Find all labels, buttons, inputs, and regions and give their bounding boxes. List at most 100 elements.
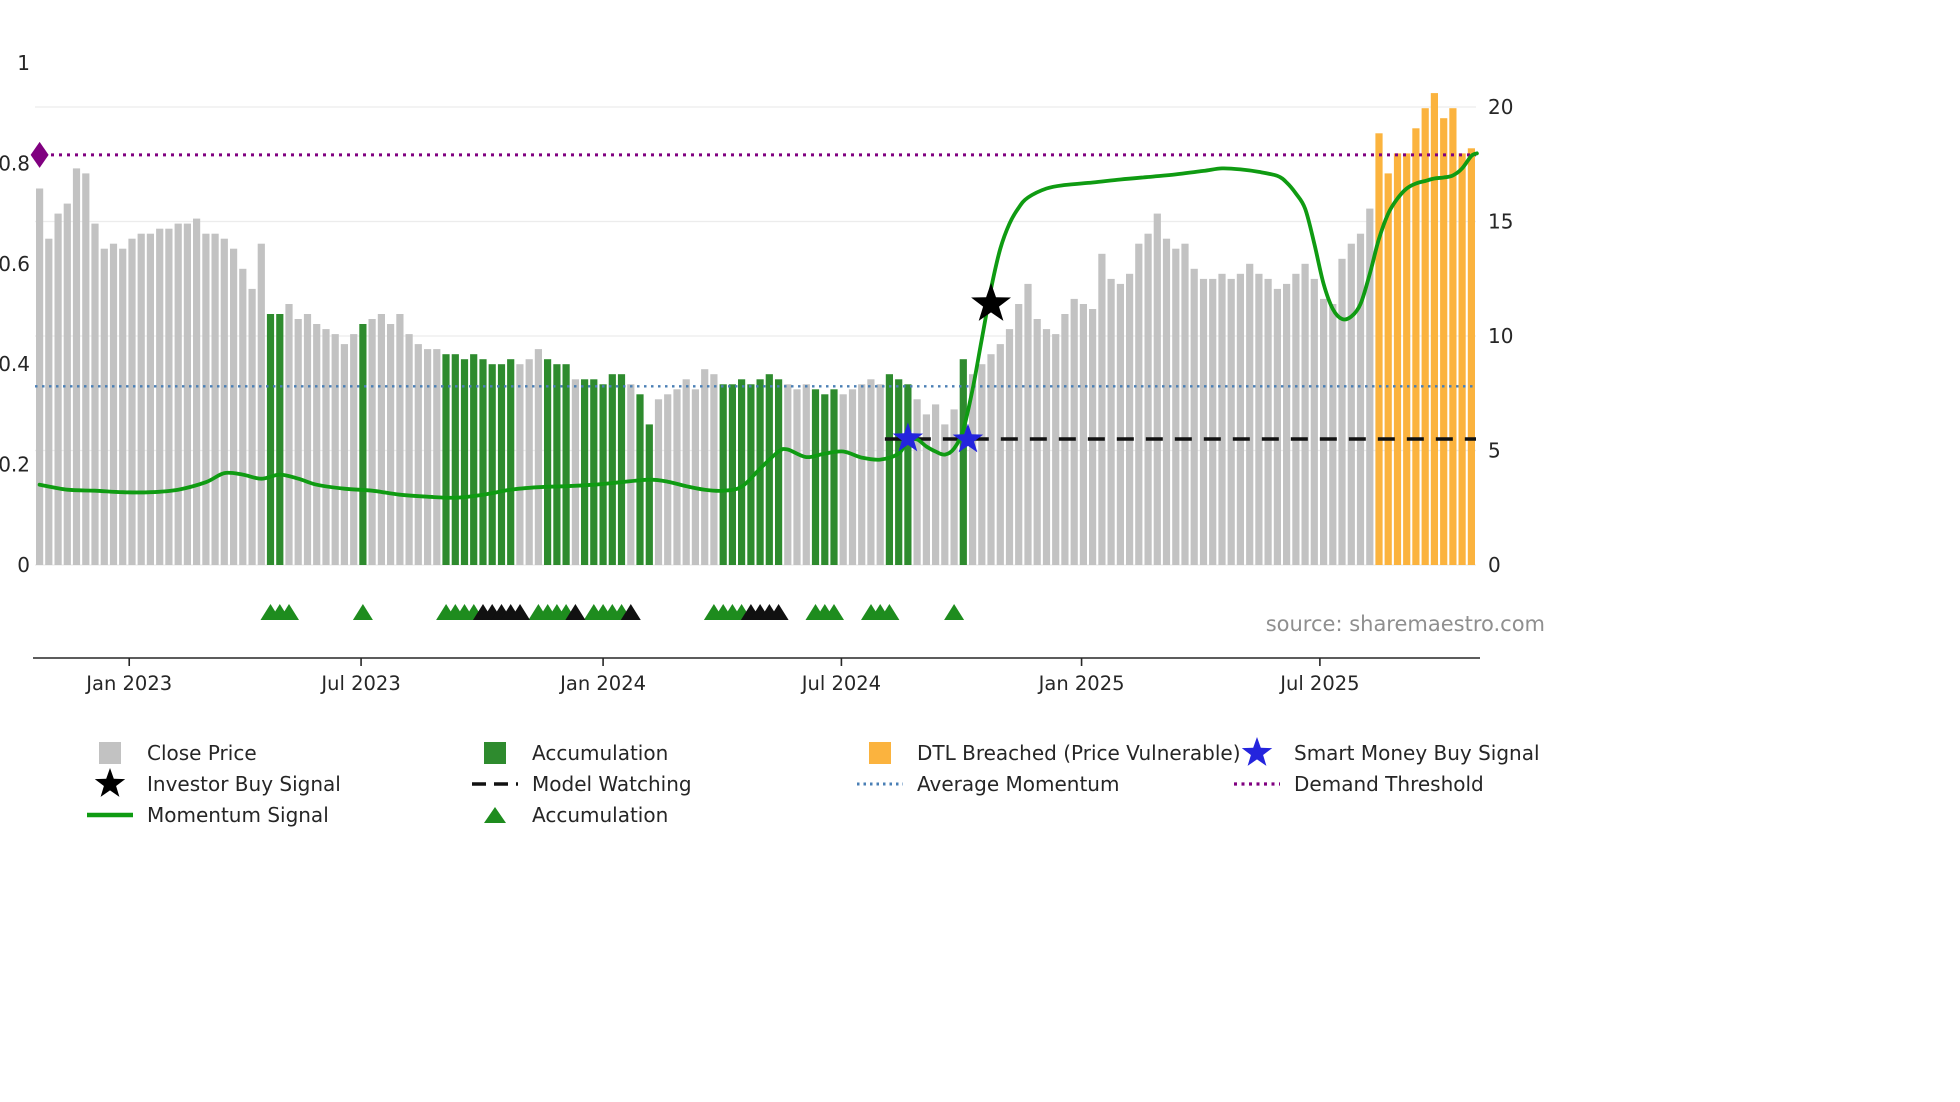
close-price-bar: [257, 243, 265, 565]
close-price-bar: [82, 173, 90, 565]
left-axis-tick-label: 0.4: [0, 352, 30, 376]
accumulation-bar: [756, 379, 764, 565]
accumulation-bar: [497, 364, 506, 565]
close-price-bar: [331, 334, 339, 565]
close-price-bar: [63, 203, 71, 565]
close-price-bar: [1320, 298, 1328, 565]
left-axis-tick-label: 0.8: [0, 151, 30, 175]
close-price-bar: [1135, 243, 1143, 565]
close-price-bar: [350, 334, 358, 565]
blue-star-icon: [1241, 736, 1273, 766]
accumulation-triangle-green-icon: [879, 604, 900, 620]
accumulation-bar: [479, 359, 487, 565]
close-price-bar: [1347, 243, 1355, 565]
close-price-bar: [1181, 243, 1189, 565]
legend-item-dtl-breached: DTL Breached (Price Vulnerable): [855, 741, 1241, 765]
accumulation-bar: [544, 359, 552, 565]
close-price-bar: [174, 223, 182, 565]
accumulation-triangle-green-icon: [352, 604, 373, 620]
legend-label-model-watching: Model Watching: [532, 771, 692, 796]
close-price-bar: [1218, 273, 1226, 565]
accumulation-bar: [276, 314, 284, 565]
close-price-bar: [340, 344, 348, 565]
close-price-bar: [1255, 273, 1263, 565]
dtl-breached-bar: [1393, 153, 1402, 565]
legend-label-accumulation-marker: Accumulation: [532, 802, 669, 827]
left-axis-tick-label: 1: [17, 51, 30, 75]
dtl-breached-bar: [1467, 148, 1475, 566]
close-price-bar: [165, 228, 173, 565]
legend-item-model-watching: Model Watching: [470, 772, 855, 796]
accumulation-bar: [904, 384, 912, 565]
close-price-bar: [377, 314, 385, 565]
accumulation-bar: [830, 389, 838, 565]
close-price-bar: [424, 349, 432, 565]
close-price-bar: [1273, 288, 1281, 565]
accumulation-triangle-black-icon: [565, 604, 586, 620]
dtl-breached-bar: [1412, 128, 1420, 566]
close-price-bar: [1292, 273, 1300, 565]
source-credit: source: sharemaestro.com: [1265, 612, 1545, 636]
close-price-bar: [1126, 273, 1134, 565]
close-price-bar: [941, 424, 949, 565]
accumulation-bar: [895, 379, 903, 565]
close-price-bar: [664, 394, 672, 565]
close-price-bar: [313, 324, 321, 565]
right-axis-tick-label: 0: [1488, 553, 1501, 577]
accumulation-bar: [738, 379, 746, 565]
close-price-bar: [996, 344, 1004, 565]
close-price-bar: [433, 349, 441, 565]
close-price-bar: [1209, 278, 1217, 565]
close-price-bar: [950, 409, 958, 565]
close-price-bar: [673, 389, 681, 565]
price-momentum-chart: Jan 2023 Jul 2023 Jan 2024 Jul 2024 Jan 2025…: [0, 51, 1513, 695]
close-price-bar: [1098, 253, 1106, 566]
right-axis-tick-label: 20: [1488, 95, 1513, 119]
close-price-bar: [1024, 283, 1032, 565]
accumulation-triangle-green-icon: [944, 604, 965, 620]
accumulation-bar: [590, 379, 598, 565]
close-price-bar: [932, 404, 940, 565]
close-price-bar: [987, 354, 995, 565]
close-price-bar: [368, 319, 376, 565]
close-price-bar: [1052, 334, 1060, 565]
close-price-bar: [1015, 304, 1023, 565]
left-axis-tick-label: 0.6: [0, 252, 30, 276]
close-price-bar: [839, 394, 847, 565]
close-price-bar: [248, 288, 256, 565]
close-price-bar: [1144, 233, 1152, 565]
close-price-bar: [1264, 278, 1272, 565]
close-price-bar: [119, 248, 127, 565]
close-price-bar: [876, 384, 884, 565]
close-price-bar: [45, 238, 53, 565]
close-price-bar: [1116, 283, 1124, 565]
accumulation-bar: [451, 354, 459, 565]
close-price-swatch-icon: [99, 741, 121, 764]
accumulation-bar: [553, 364, 561, 565]
close-price-bar: [128, 238, 136, 565]
close-price-bar: [1079, 304, 1087, 565]
close-price-bar: [239, 268, 247, 565]
close-price-bar: [137, 233, 145, 565]
accumulation-bar: [811, 389, 820, 565]
close-price-bar: [701, 369, 709, 565]
close-price-bar: [1246, 263, 1254, 565]
close-price-bar: [405, 334, 413, 565]
close-price-bar: [858, 384, 866, 565]
accumulation-bar: [599, 384, 607, 565]
dtl-breached-bar: [1430, 93, 1438, 565]
legend-label-smart-money: Smart Money Buy Signal: [1294, 740, 1540, 765]
x-axis-tick-label: Jul 2025: [1278, 672, 1359, 695]
close-price-bar: [627, 384, 635, 565]
dtl-breached-swatch-icon: [869, 741, 891, 764]
close-price-bar: [1190, 268, 1198, 565]
close-price-bar: [294, 319, 302, 565]
close-price-bar: [848, 389, 857, 565]
black-dashed-line-icon: [472, 781, 518, 786]
close-price-bar: [691, 389, 699, 565]
right-axis-tick-label: 5: [1488, 439, 1501, 463]
legend-label-dtl-breached: DTL Breached (Price Vulnerable): [917, 740, 1241, 765]
close-price-bar: [156, 228, 164, 565]
close-price-bar: [1153, 213, 1161, 565]
